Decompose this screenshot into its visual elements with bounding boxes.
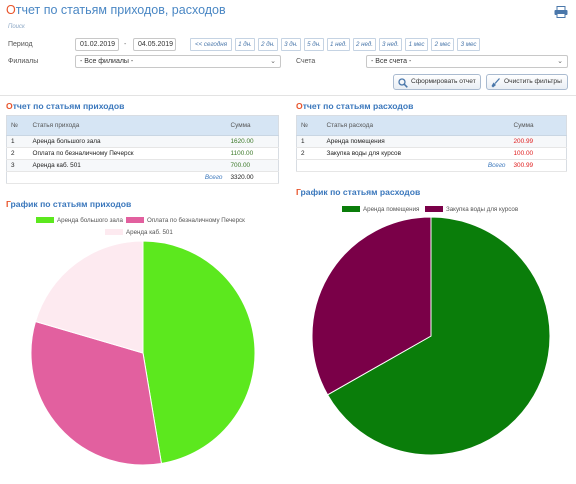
income-pie-chart (30, 240, 256, 466)
row-sum: 700.00 (226, 159, 279, 172)
search-label: Поиск (8, 24, 25, 30)
expense-table: № Статья расхода Сумма 1 Аренда помещени… (296, 115, 567, 172)
total-value: 300.99 (509, 159, 567, 172)
table-total-row: Всего 3320.00 (6, 171, 279, 184)
legend-swatch (105, 229, 123, 235)
row-number: 2 (6, 147, 29, 160)
expense-pie-chart (311, 216, 551, 456)
accounts-select-value: - Все счета - (371, 58, 412, 65)
chevron-down-icon: ⌄ (557, 58, 563, 65)
period-1w-button[interactable]: 1 нед. (327, 38, 350, 51)
branches-label: Филиалы (8, 58, 39, 65)
pie-slice-1[interactable] (326, 216, 551, 456)
column-header: № (296, 115, 323, 136)
period-2d-button[interactable]: 2 дн. (258, 38, 278, 51)
row-name: Оплата по безналичному Печерск (28, 147, 227, 160)
chevron-down-icon: ⌄ (270, 58, 276, 65)
legend-entry: Закупка воды для курсов (425, 206, 518, 213)
legend-entry: Оплата по безналичному Печерск (126, 217, 245, 224)
printer-icon[interactable] (554, 6, 568, 18)
row-name: Закупка воды для курсов (322, 147, 510, 160)
period-3w-button[interactable]: 3 нед. (379, 38, 402, 51)
row-name: Аренда каб. 501 (28, 159, 227, 172)
row-number: 1 (6, 135, 29, 148)
period-today-button[interactable]: << сегодня (190, 38, 232, 51)
legend-entry: Аренда помещения (342, 206, 419, 213)
page-title: Отчет по статьям приходов, расходов (6, 3, 226, 17)
column-header: Статья прихода (28, 115, 227, 136)
legend-swatch (425, 206, 443, 212)
column-header: Сумма (226, 115, 279, 136)
accounts-select[interactable]: - Все счета - ⌄ (366, 55, 568, 68)
column-header: № (6, 115, 29, 136)
legend-swatch (342, 206, 360, 212)
legend-entry: Аренда большого зала (36, 217, 123, 224)
income-table: № Статья прихода Сумма 1 Аренда большого… (6, 115, 279, 184)
accounts-label: Счета (296, 58, 316, 65)
row-name: Аренда помещения (322, 135, 510, 148)
legend-entry: Аренда каб. 501 (105, 229, 173, 236)
build-report-button[interactable]: Сформировать отчет (393, 74, 481, 90)
row-sum: 1620.00 (226, 135, 279, 148)
total-label: Всего (322, 159, 510, 172)
row-number: 2 (296, 147, 323, 160)
expense-report-title: Отчет по статьям расходов (296, 101, 414, 111)
table-row: 1 Аренда большого зала 1620.00 (6, 135, 279, 148)
row-name: Аренда большого зала (28, 135, 227, 148)
period-1d-button[interactable]: 1 дн. (235, 38, 255, 51)
pie-slice-2[interactable] (311, 216, 432, 396)
date-separator: - (124, 41, 127, 48)
search-icon (398, 78, 408, 88)
income-chart-title: График по статьям приходов (6, 199, 132, 209)
period-3m-button[interactable]: 3 мес (457, 38, 480, 51)
period-label: Период (8, 41, 33, 48)
pie-slice-1[interactable] (142, 240, 256, 465)
period-3d-button[interactable]: 3 дн. (281, 38, 301, 51)
table-row: 3 Аренда каб. 501 700.00 (6, 159, 279, 172)
row-sum: 100.00 (509, 147, 567, 160)
legend-swatch (126, 217, 144, 223)
period-5d-button[interactable]: 5 дн. (304, 38, 324, 51)
legend-swatch (36, 217, 54, 223)
pie-slice-3[interactable] (34, 240, 144, 354)
total-label: Всего (28, 171, 227, 184)
row-number: 1 (296, 135, 323, 148)
date-from-input[interactable]: 01.02.2019 (75, 38, 119, 51)
row-sum: 200.99 (509, 135, 567, 148)
clear-filters-button-label: Очистить фильтры (504, 78, 562, 85)
branches-select[interactable]: - Все филиалы - ⌄ (75, 55, 281, 68)
income-report-title: Отчет по статьям приходов (6, 101, 125, 111)
column-header: Статья расхода (322, 115, 510, 136)
date-to-input[interactable]: 04.05.2019 (133, 38, 176, 51)
table-total-row: Всего 300.99 (296, 159, 567, 172)
row-sum: 1100.00 (226, 147, 279, 160)
period-2m-button[interactable]: 2 мес (431, 38, 454, 51)
column-header: Сумма (509, 115, 567, 136)
build-report-button-label: Сформировать отчет (411, 78, 476, 85)
clear-filters-button[interactable]: Очистить фильтры (486, 74, 568, 90)
pie-slice-2[interactable] (30, 320, 163, 466)
divider (0, 95, 576, 96)
table-row: 1 Аренда помещения 200.99 (296, 135, 567, 148)
period-2w-button[interactable]: 2 нед. (353, 38, 376, 51)
row-number: 3 (6, 159, 29, 172)
expense-chart-title: График по статьям расходов (296, 187, 421, 197)
total-value: 3320.00 (226, 171, 279, 184)
branches-select-value: - Все филиалы - (80, 58, 134, 65)
table-row: 2 Оплата по безналичному Печерск 1100.00 (6, 147, 279, 160)
table-row: 2 Закупка воды для курсов 100.00 (296, 147, 567, 160)
period-1m-button[interactable]: 1 мес (405, 38, 428, 51)
broom-icon (491, 78, 500, 88)
